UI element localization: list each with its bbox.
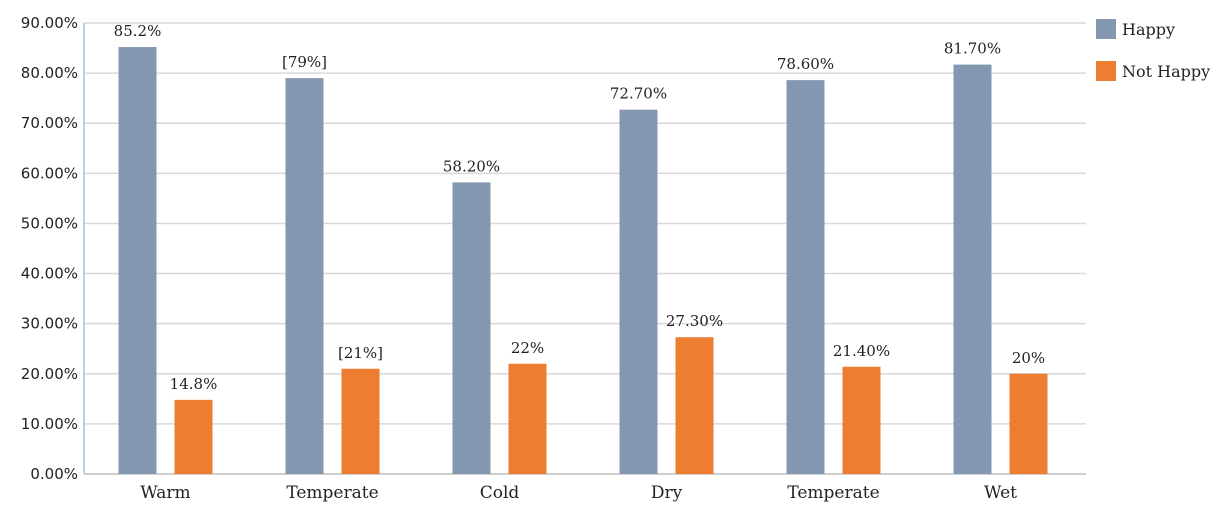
data-label: 20% <box>1012 349 1045 367</box>
y-tick-label: 60.00% <box>21 164 78 182</box>
y-tick-label: 10.00% <box>21 415 78 433</box>
y-tick-label: 30.00% <box>21 315 78 333</box>
x-tick-label: Temperate <box>286 483 378 503</box>
legend-swatch-not-happy <box>1096 61 1116 81</box>
data-label: 22% <box>511 339 544 357</box>
bar-happy <box>786 80 825 475</box>
x-tick-label: Wet <box>984 483 1017 503</box>
x-tick-label: Dry <box>651 483 683 503</box>
data-label: 21.40% <box>833 342 890 360</box>
data-label: [79%] <box>282 53 327 71</box>
legend-item-happy: Happy <box>1096 18 1210 40</box>
bar-not-happy <box>842 366 881 474</box>
bar-not-happy <box>675 337 714 474</box>
x-tick-label: Temperate <box>787 483 879 503</box>
legend: Happy Not Happy <box>1096 18 1210 102</box>
data-label: 14.8% <box>170 375 218 393</box>
y-tick-label: 0.00% <box>30 465 78 483</box>
legend-label-happy: Happy <box>1122 19 1176 39</box>
legend-swatch-happy <box>1096 19 1116 39</box>
y-tick-label: 40.00% <box>21 265 78 283</box>
data-label: 72.70% <box>610 85 667 103</box>
data-label: 78.60% <box>777 55 834 73</box>
y-tick-label: 90.00% <box>21 14 78 32</box>
data-label: 81.70% <box>944 40 1001 58</box>
bar-happy <box>953 64 992 474</box>
bar-happy <box>619 109 658 474</box>
bar-not-happy <box>341 368 380 474</box>
legend-item-not-happy: Not Happy <box>1096 60 1210 82</box>
y-tick-label: 70.00% <box>21 114 78 132</box>
data-label: [21%] <box>338 344 383 362</box>
bar-not-happy <box>1009 373 1048 474</box>
bar-not-happy <box>508 363 547 474</box>
y-tick-label: 20.00% <box>21 365 78 383</box>
bar-happy <box>285 78 324 474</box>
data-label: 58.20% <box>443 157 500 175</box>
y-tick-label: 50.00% <box>21 214 78 232</box>
x-tick-label: Cold <box>480 483 520 503</box>
x-tick-label: Warm <box>140 483 190 503</box>
bar-happy <box>452 182 491 474</box>
data-label: 85.2% <box>114 22 162 40</box>
bar-happy <box>118 47 157 474</box>
legend-label-not-happy: Not Happy <box>1122 61 1211 81</box>
y-tick-label: 80.00% <box>21 64 78 82</box>
bar-not-happy <box>174 399 213 474</box>
data-label: 27.30% <box>666 312 723 330</box>
